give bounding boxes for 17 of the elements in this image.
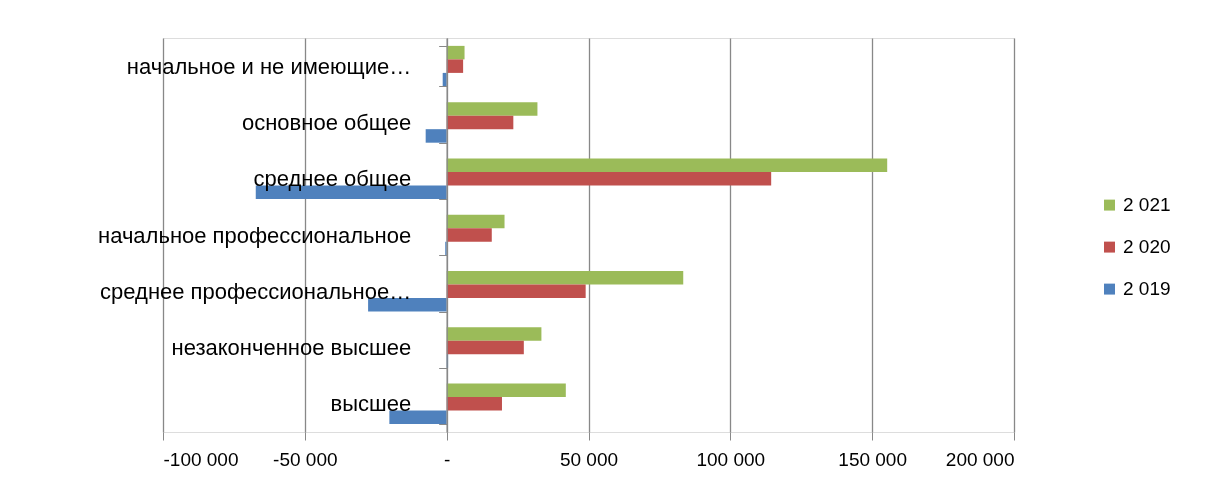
y-tick-label: начальное профессиональное (97, 222, 412, 248)
x-tick-label: - (444, 448, 451, 470)
y-tick-label: начальное и не имеющие… (126, 53, 412, 79)
y-tick-label: среднее общее (253, 166, 412, 192)
x-tick-label: 100 000 (696, 448, 766, 470)
x-tick-label: -50 000 (273, 448, 338, 470)
x-tick-label: 200 000 (945, 448, 1015, 470)
y-tick-label: высшее (330, 391, 412, 417)
x-tick-label: 150 000 (838, 448, 908, 470)
x-tick-label: 50 000 (559, 448, 619, 470)
x-tick-label: -100 000 (163, 448, 239, 470)
y-tick-label: основное общее (241, 109, 412, 135)
legend-label: 2 021 (1123, 194, 1171, 216)
y-tick-label: незаконченное высшее (171, 335, 412, 361)
y-tick-label: среднее профессиональное… (100, 278, 412, 304)
legend-label: 2 019 (1123, 278, 1171, 300)
legend-label: 2 020 (1123, 236, 1171, 258)
